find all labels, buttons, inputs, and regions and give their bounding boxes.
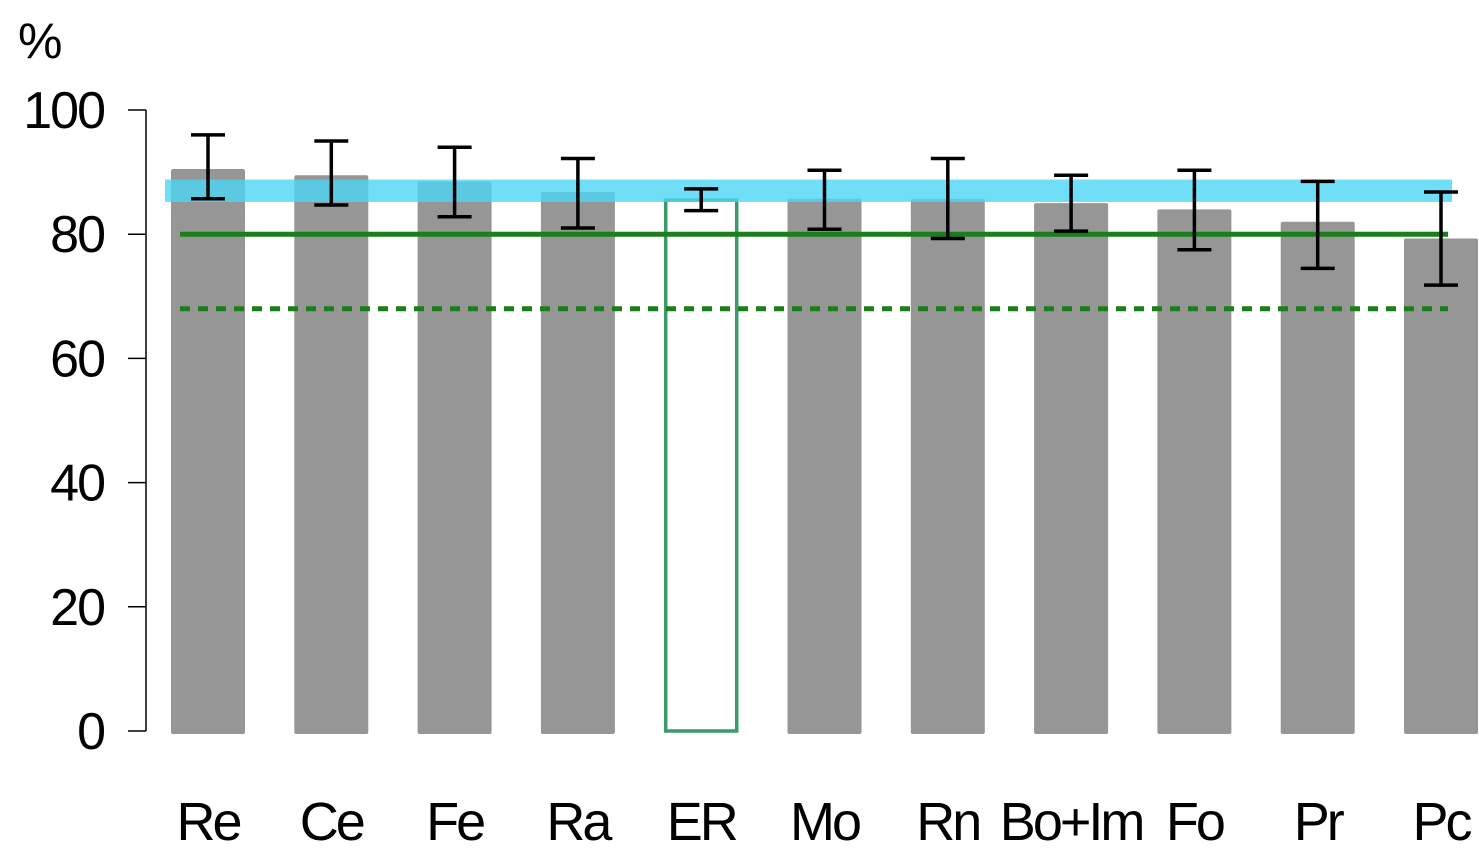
- error-bar-mo: [807, 168, 842, 231]
- reference-band-group: [165, 179, 1452, 202]
- x-tick-label: Mo: [790, 792, 860, 851]
- error-bars: [191, 133, 1458, 287]
- x-tick-label: Ce: [300, 792, 364, 851]
- y-tick-label: 60: [50, 330, 104, 388]
- bar-er: [663, 198, 739, 733]
- bar-mo: [787, 198, 862, 735]
- error-bar-ce: [314, 139, 349, 207]
- error-bar-er: [684, 187, 719, 213]
- bar-re: [171, 168, 245, 734]
- error-bar-pr: [1300, 179, 1335, 271]
- bar-rn: [910, 198, 985, 735]
- bar-pc: [1404, 238, 1478, 734]
- y-tick-label: 40: [50, 455, 104, 513]
- x-axis-labels: Re Ce Fe Ra ER Mo Rn Bo+Im Fo Pr Pc: [176, 792, 1474, 851]
- x-tick-label: ER: [667, 792, 737, 851]
- x-tick-label: Rn: [916, 792, 979, 851]
- y-tick-label: 100: [23, 82, 104, 140]
- reference-band: [165, 179, 1452, 202]
- x-tick-label: Fo: [1166, 792, 1224, 851]
- bar-ce: [294, 175, 369, 734]
- error-bar-ra: [560, 156, 595, 230]
- error-bar-fe: [437, 145, 472, 219]
- x-tick-label: Pr: [1294, 792, 1345, 851]
- y-axis: 0 20 40 60 80 100: [23, 82, 147, 761]
- y-tick-label: 0: [77, 703, 104, 761]
- bar-bo-im: [1034, 203, 1109, 734]
- x-tick-label: Ra: [546, 792, 613, 851]
- bar-ra: [540, 191, 615, 735]
- bar-fe: [417, 181, 492, 735]
- error-bar-re: [191, 133, 225, 201]
- x-tick-label: Re: [176, 792, 240, 851]
- bars: [171, 168, 1478, 735]
- x-tick-label: Bo+Im: [1000, 792, 1143, 851]
- x-tick-label: Pc: [1412, 792, 1471, 851]
- y-axis-label: %: [18, 13, 62, 69]
- error-bar-fo: [1177, 168, 1212, 252]
- x-tick-label: Fe: [426, 792, 484, 851]
- bar-pr: [1280, 221, 1355, 734]
- error-bar-bo-im: [1054, 173, 1089, 233]
- y-tick-label: 80: [50, 206, 104, 264]
- bar-fo: [1157, 209, 1232, 735]
- reference-lines: [180, 231, 1448, 312]
- error-bar-rn: [930, 156, 965, 241]
- error-bar-pc: [1424, 190, 1458, 287]
- y-tick-label: 20: [50, 579, 104, 637]
